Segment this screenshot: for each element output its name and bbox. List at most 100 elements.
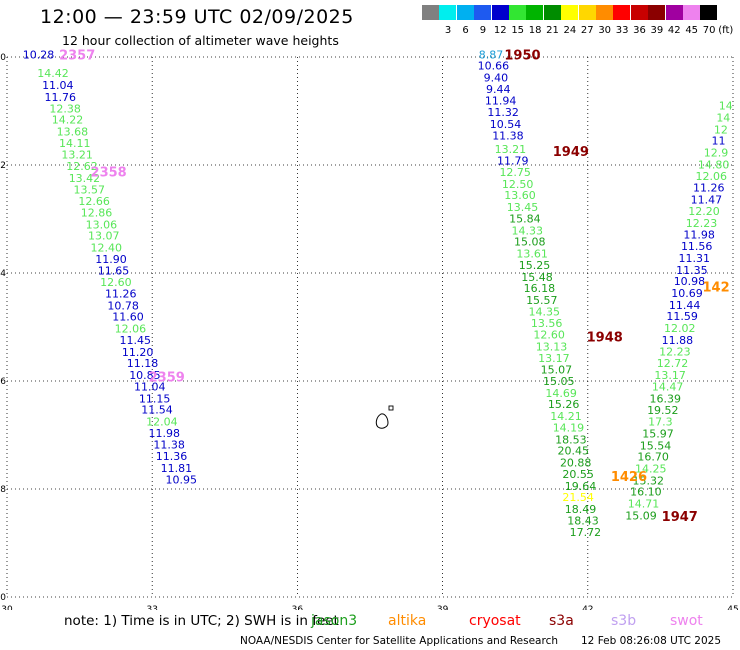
colorbar-swatch: [439, 5, 457, 20]
wave-height-value: 11.31: [679, 252, 711, 265]
wave-height-value: 9.44: [486, 83, 511, 96]
colorbar-label: 27: [580, 25, 594, 36]
colorbar-swatch: [422, 5, 439, 20]
colorbar-swatch: [613, 5, 631, 20]
wave-height-value: 12.50: [502, 178, 534, 191]
wave-height-value: 15.48: [521, 271, 553, 284]
colorbar-label: 3: [444, 25, 452, 36]
pass-time-label: 1949: [553, 145, 589, 160]
colorbar-swatch: [526, 5, 544, 20]
wave-height-value: 14.42: [37, 67, 69, 80]
lon-tick-label: 36: [292, 605, 304, 610]
colorbar-label: 21: [546, 25, 559, 36]
wave-height-value: 15.09: [625, 509, 657, 522]
wave-height-value: 19.64: [565, 480, 597, 493]
wave-height-value: 10.98: [674, 275, 706, 288]
wave-height-value: 11.98: [683, 229, 715, 242]
lon-tick-label: 42: [582, 605, 593, 610]
pass-time-label: 2359: [149, 371, 185, 386]
pass-time-label: 1426: [611, 470, 647, 485]
wave-height-value: 11.36: [156, 450, 188, 463]
wave-height-value: 13.60: [504, 189, 536, 202]
lat-tick-label: -48: [0, 485, 6, 495]
wave-height-value: 13.68: [57, 126, 89, 139]
wave-height-value: 16.18: [524, 282, 556, 295]
colorbar-swatch: [630, 5, 648, 20]
footer-timestamp: 12 Feb 08:26:08 UTC 2025: [581, 635, 721, 647]
colorbar-swatch: [491, 5, 509, 20]
colorbar-label: 15: [511, 25, 525, 36]
colorbar-label: 6: [462, 25, 469, 36]
colorbar-swatch: [456, 5, 474, 20]
wave-height-value: 10.54: [490, 118, 522, 131]
colorbar-swatch: [648, 5, 666, 20]
wave-height-value: 8.87: [479, 48, 504, 61]
wave-height-value: 11.04: [42, 79, 74, 92]
colorbar-unit: (ft): [718, 25, 734, 36]
page-title: 12:00 — 23:59 UTC 02/09/2025: [40, 6, 354, 28]
wave-height-value: 11.54: [141, 404, 173, 417]
colorbar-label: 45: [685, 25, 699, 36]
wave-height-value: 11: [711, 135, 725, 148]
wave-height-value: 13.45: [507, 201, 539, 214]
wave-height-value: 17.3: [648, 416, 673, 429]
wave-height-value: 11.65: [98, 264, 130, 277]
wave-height-value: 13.21: [495, 143, 527, 156]
wave-height-value: 14.19: [553, 421, 585, 434]
wave-height-value: 15.26: [548, 398, 580, 411]
pass-time-labels: 2357 2358 2359 1950 1949 1948 1947 1426 142: [59, 48, 730, 525]
note-line: note: 1) Time is in UTC; 2) SWH is in fe…: [64, 613, 339, 629]
satellite-legend-item: altika: [388, 613, 427, 629]
wave-height-value: 11.59: [666, 310, 698, 323]
colorbar-label: 18: [528, 25, 542, 36]
wave-height-value: 13.07: [88, 230, 120, 243]
page-subtitle: 12 hour collection of altimeter wave hei…: [62, 33, 339, 48]
note-text: note: 1) Time is in UTC; 2) SWH is in fe…: [64, 613, 339, 629]
wave-height-value: 11.60: [112, 311, 144, 324]
wave-height-value: 11.04: [134, 380, 166, 393]
wave-height-value: 11.26: [693, 182, 725, 195]
wave-height-value: 14: [719, 100, 733, 113]
colorbar-label: 9: [479, 25, 487, 36]
wave-height-value: 12.72: [657, 357, 689, 370]
wave-height-value: 11.47: [691, 194, 723, 207]
wave-height-value: 12.23: [659, 345, 691, 358]
axis-tick-labels: 30 33 36 39 42 45 -40 -42 -44 -46 -48 -50: [0, 53, 739, 610]
wave-height-value: 11.98: [149, 427, 181, 440]
wave-height-value: 12.23: [686, 217, 718, 230]
wave-height-map: 10.2814.4211.0411.7612.3814.2213.6814.11…: [0, 48, 739, 610]
wave-height-value: 15.32: [633, 474, 665, 487]
wave-height-value: 12.20: [688, 205, 720, 218]
wave-height-value: 12.75: [499, 166, 531, 179]
lon-tick-label: 33: [146, 605, 157, 610]
wave-height-value: 14.35: [528, 305, 560, 318]
wave-height-value: 15.05: [543, 375, 575, 388]
wave-height-value: 20.45: [558, 445, 590, 458]
satellite-legend-item: cryosat: [469, 613, 521, 629]
colorbar-swatch: [543, 5, 561, 20]
wave-height-value: 12.60: [100, 276, 132, 289]
colorbar-label: 12: [493, 25, 507, 36]
wave-height-value: 20.55: [562, 468, 594, 481]
wave-height-value: 12.86: [81, 207, 113, 220]
wave-height-value: 16.39: [649, 392, 681, 405]
wave-height-value: 11.76: [44, 91, 76, 104]
wave-height-value: 15.57: [526, 294, 558, 307]
wave-height-value: 15.25: [519, 259, 551, 272]
wave-height-value: 11.38: [492, 129, 524, 142]
wave-height-value: 11.56: [681, 240, 713, 253]
pass-time-label: 2357: [59, 48, 95, 63]
wave-height-value: 10.66: [478, 60, 510, 73]
wave-height-value: 12.38: [49, 102, 81, 115]
colorbar-swatch: [561, 5, 579, 20]
lon-tick-label: 30: [1, 605, 13, 610]
wave-height-value: 12: [714, 123, 728, 136]
wave-height-value: 12.9: [704, 147, 729, 160]
map-grid: [6, 56, 734, 598]
wave-height-value: 17.72: [570, 526, 602, 539]
satellite-legend-item: s3b: [611, 613, 637, 629]
colorbar-label: 42: [667, 25, 681, 36]
colorbar-swatch: [700, 5, 718, 20]
pass-time-label: 1948: [587, 331, 623, 346]
wave-height-value: 21.54: [562, 491, 594, 504]
